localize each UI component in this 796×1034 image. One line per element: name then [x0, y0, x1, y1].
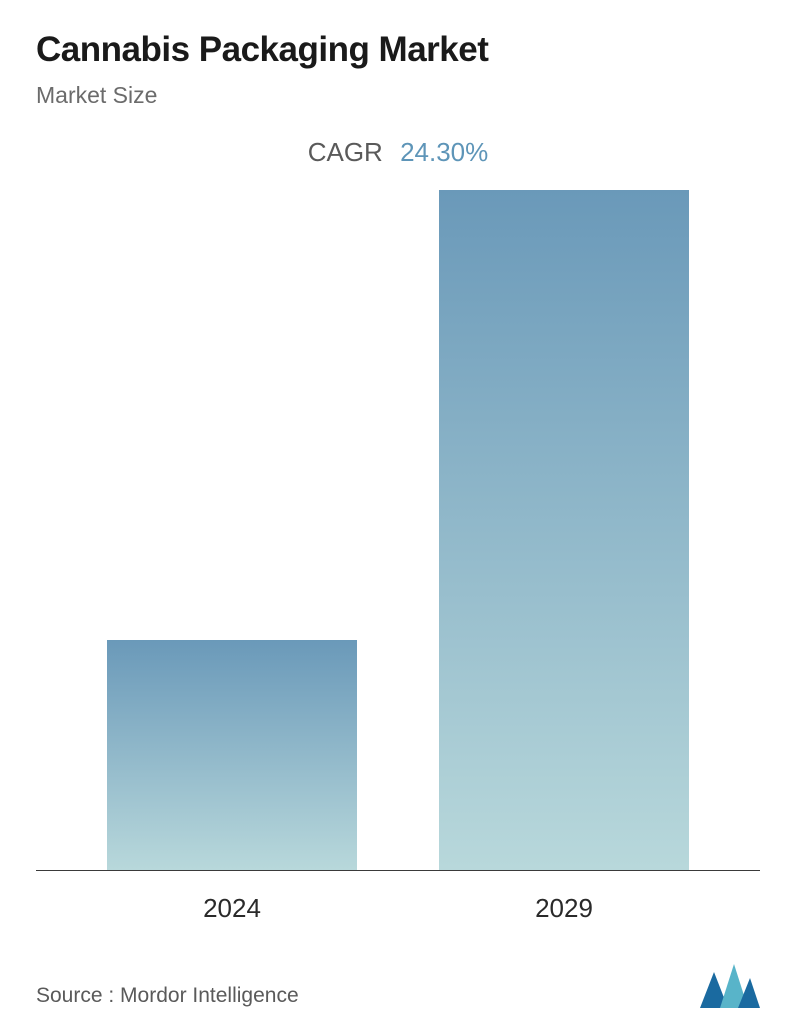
- bar-2024: [107, 640, 357, 870]
- chart-footer: Source : Mordor Intelligence: [36, 924, 760, 1014]
- bar-group-1: [439, 190, 689, 870]
- bar-2029: [439, 190, 689, 870]
- x-label-1: 2029: [439, 893, 689, 924]
- chart-container: Cannabis Packaging Market Market Size CA…: [0, 0, 796, 1034]
- chart-title: Cannabis Packaging Market: [36, 30, 760, 70]
- cagr-label: CAGR: [308, 137, 383, 167]
- source-text: Source : Mordor Intelligence: [36, 984, 299, 1008]
- bar-chart-plot: [36, 178, 760, 871]
- cagr-row: CAGR 24.30%: [36, 137, 760, 168]
- x-axis: 2024 2029: [36, 871, 760, 924]
- x-label-0: 2024: [107, 893, 357, 924]
- chart-subtitle: Market Size: [36, 82, 760, 109]
- cagr-value: 24.30%: [400, 137, 488, 167]
- mordor-logo-icon: [700, 964, 760, 1008]
- bar-group-0: [107, 640, 357, 870]
